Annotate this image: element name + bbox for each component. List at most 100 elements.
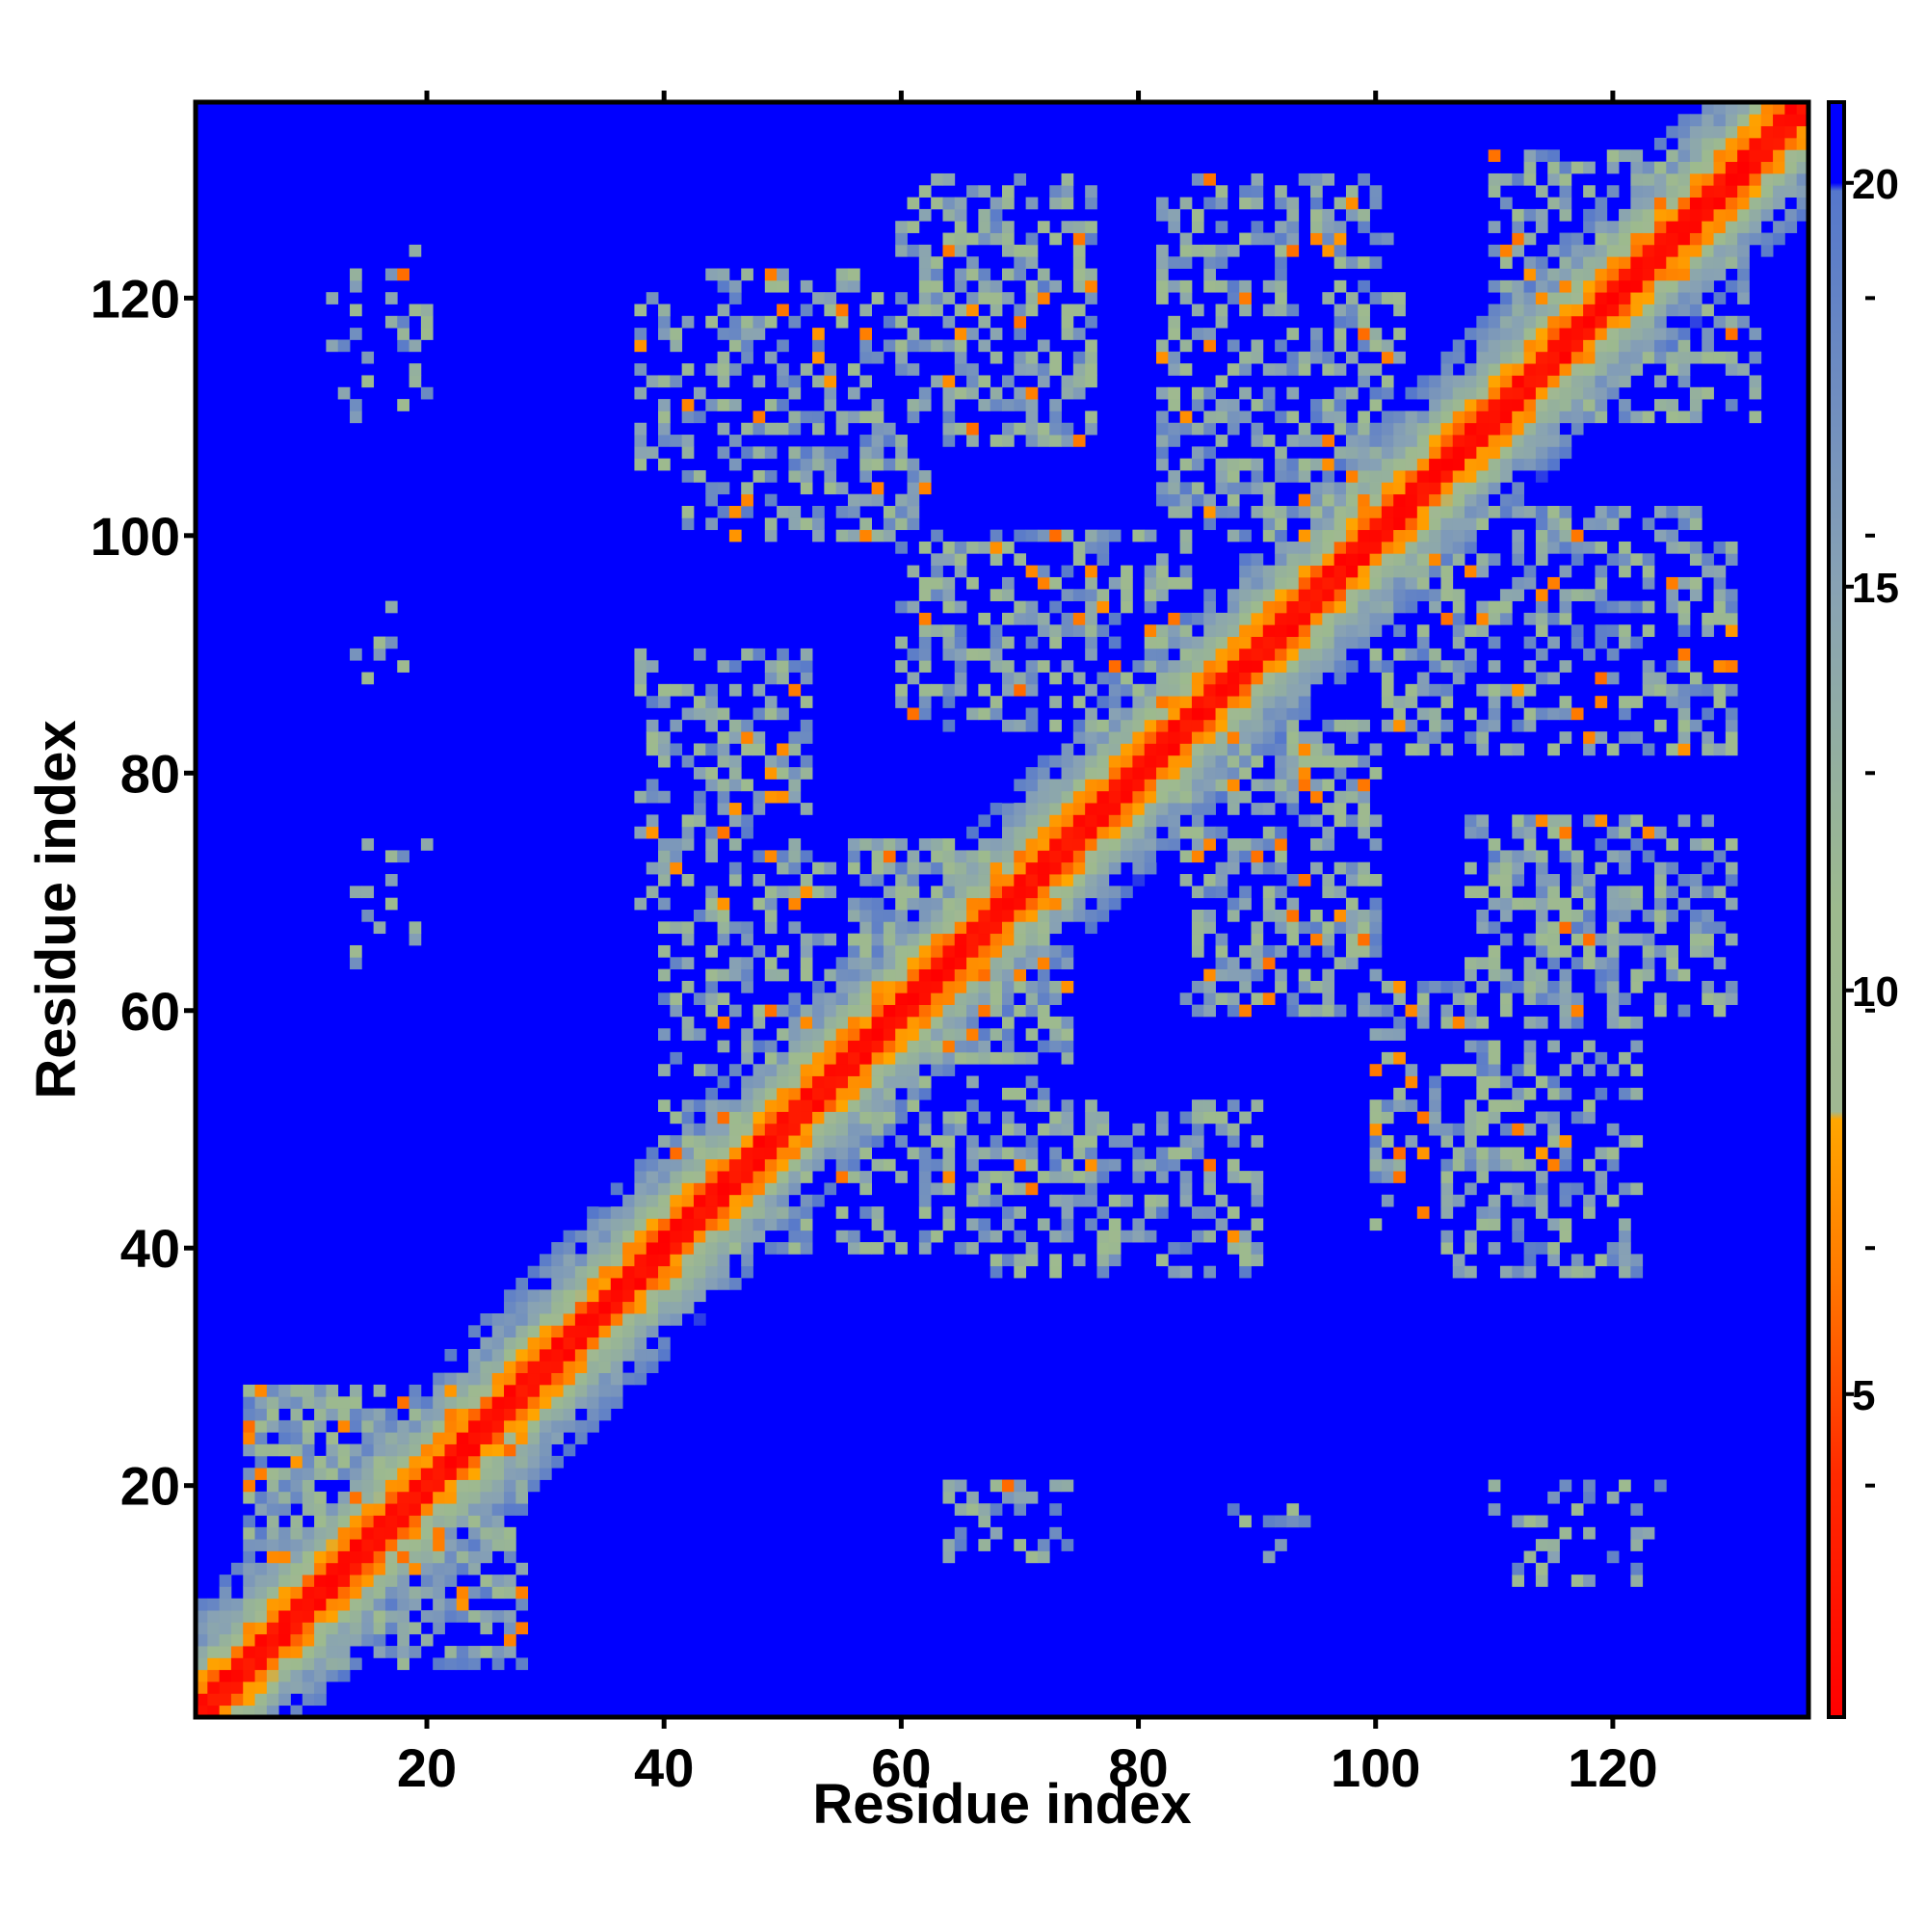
heatmap-cell	[1085, 1182, 1097, 1196]
heatmap-cell	[1275, 838, 1287, 851]
heatmap-cell	[931, 1051, 943, 1065]
heatmap-cell	[420, 1515, 434, 1528]
heatmap-cell	[1096, 743, 1110, 756]
heatmap-cell	[895, 1242, 908, 1255]
heatmap-cell	[1085, 767, 1097, 780]
heatmap-cell	[907, 458, 920, 471]
heatmap-cell	[634, 422, 647, 436]
heatmap-cell	[859, 1004, 872, 1018]
heatmap-cell	[812, 351, 825, 364]
heatmap-cell	[942, 553, 956, 567]
heatmap-cell	[290, 1396, 304, 1409]
heatmap-cell	[728, 683, 742, 697]
heatmap-cell	[1286, 1004, 1300, 1018]
heatmap-cell	[1262, 576, 1276, 590]
heatmap-cell	[835, 446, 849, 460]
heatmap-cell	[266, 1622, 279, 1635]
heatmap-cell	[1393, 410, 1406, 424]
heatmap-cell	[1369, 743, 1383, 756]
heatmap-cell	[219, 1598, 232, 1611]
heatmap-cell	[1689, 589, 1703, 601]
heatmap-cell	[1310, 754, 1323, 768]
heatmap-cell	[456, 1503, 469, 1516]
heatmap-cell	[373, 1622, 386, 1635]
heatmap-cell	[1025, 636, 1039, 649]
heatmap-cell	[1642, 968, 1655, 982]
heatmap-cell	[634, 435, 647, 447]
heatmap-cell	[705, 838, 718, 851]
heatmap-cell	[895, 221, 908, 233]
heatmap-cell	[1333, 672, 1347, 685]
heatmap-cell	[1512, 576, 1524, 590]
heatmap-cell	[954, 351, 967, 364]
heatmap-cell	[634, 1289, 647, 1303]
heatmap-cell	[859, 1182, 872, 1196]
heatmap-cell	[1239, 1265, 1252, 1279]
heatmap-cell	[681, 315, 695, 329]
heatmap-cell	[1405, 517, 1418, 531]
heatmap-cell	[942, 1550, 956, 1564]
heatmap-cell	[622, 1254, 635, 1267]
heatmap-cell	[871, 1016, 884, 1029]
heatmap-cell	[978, 897, 991, 911]
heatmap-cell	[990, 1051, 1003, 1065]
heatmap-cell	[1547, 339, 1560, 353]
heatmap-cell	[1606, 506, 1620, 518]
heatmap-cell	[942, 1051, 956, 1065]
heatmap-cell	[1262, 719, 1276, 732]
heatmap-cell	[302, 1622, 315, 1635]
heatmap-cell	[764, 1206, 778, 1219]
heatmap-cell	[598, 1361, 612, 1374]
heatmap-cell	[1085, 826, 1097, 839]
heatmap-cell	[1452, 506, 1465, 518]
heatmap-cell	[1725, 874, 1738, 887]
heatmap-cell	[1061, 850, 1074, 863]
heatmap-cell	[1405, 719, 1418, 732]
heatmap-cell	[1156, 197, 1169, 210]
heatmap-cell	[1488, 386, 1501, 400]
heatmap-cell	[1037, 576, 1050, 590]
heatmap-cell	[1333, 279, 1347, 293]
heatmap-cell	[1144, 600, 1157, 614]
heatmap-cell	[504, 1622, 516, 1635]
heatmap-cell	[693, 1099, 706, 1112]
heatmap-cell	[1381, 470, 1394, 483]
heatmap-cell	[1535, 1182, 1548, 1196]
heatmap-cell	[1523, 612, 1537, 625]
heatmap-cell	[1465, 399, 1477, 411]
heatmap-cell	[1559, 399, 1572, 411]
heatmap-cell	[1476, 470, 1490, 483]
heatmap-cell	[812, 992, 825, 1005]
heatmap-cell	[1547, 1158, 1560, 1172]
heatmap-cell	[1619, 1242, 1631, 1255]
heatmap-cell	[1121, 826, 1133, 839]
heatmap-cell	[1215, 874, 1228, 887]
heatmap-cell	[1619, 149, 1631, 163]
heatmap-cell	[1760, 114, 1774, 127]
heatmap-cell	[361, 1408, 375, 1421]
heatmap-cell	[1381, 410, 1394, 424]
heatmap-cell	[1025, 886, 1039, 899]
heatmap-cell	[1535, 886, 1548, 899]
heatmap-cell	[1749, 208, 1762, 222]
heatmap-cell	[539, 1325, 552, 1338]
heatmap-cell	[1025, 1051, 1039, 1065]
heatmap-cell	[1191, 482, 1204, 495]
heatmap-cell	[1275, 790, 1287, 804]
heatmap-cell	[1132, 874, 1146, 887]
heatmap-cell	[1037, 268, 1050, 281]
heatmap-cell	[895, 506, 908, 518]
heatmap-cell	[278, 1693, 291, 1707]
heatmap-cell	[1689, 304, 1703, 317]
heatmap-cell	[1168, 493, 1181, 507]
heatmap-cell	[1666, 600, 1678, 614]
heatmap-cell	[1132, 1147, 1146, 1160]
heatmap-cell	[1666, 589, 1678, 601]
heatmap-cell	[658, 1254, 671, 1267]
heatmap-cell	[1737, 114, 1750, 127]
heatmap-cell	[1191, 172, 1204, 186]
heatmap-cell	[444, 1384, 458, 1397]
heatmap-cell	[1559, 1182, 1572, 1196]
heatmap-cell	[752, 1099, 766, 1112]
heatmap-cell	[859, 1111, 872, 1125]
